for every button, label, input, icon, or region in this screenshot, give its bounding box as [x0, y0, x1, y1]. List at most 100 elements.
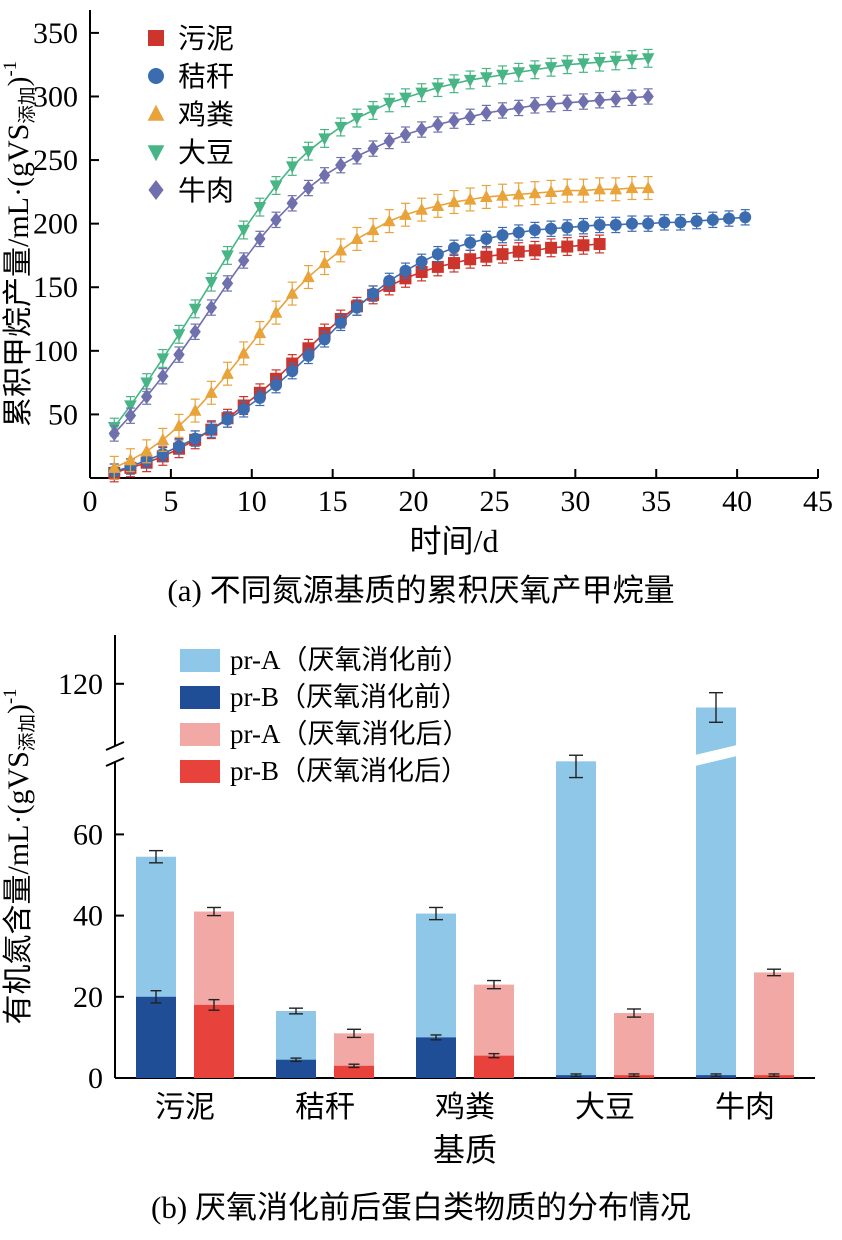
marker-triangle-down — [221, 250, 234, 263]
marker-triangle-down — [447, 78, 461, 91]
bar-prB — [474, 1055, 514, 1079]
marker-square — [561, 240, 574, 253]
marker-circle — [561, 221, 574, 234]
x-tick-label: 0 — [83, 485, 98, 518]
marker-triangle-up — [496, 188, 509, 201]
marker-square — [464, 253, 477, 266]
marker-diamond — [148, 180, 164, 200]
y-tick-label: 20 — [73, 981, 103, 1014]
marker-triangle-up — [528, 186, 542, 199]
marker-diamond — [254, 231, 266, 247]
marker-triangle-down — [480, 72, 493, 85]
marker-triangle-up — [431, 198, 445, 211]
y-axis-label: 有机氮含量/mL·(gVS添加)-1 — [0, 689, 38, 1025]
marker-triangle-down — [350, 112, 364, 125]
x-tick-label: 15 — [318, 485, 348, 518]
marker-triangle-down — [172, 329, 186, 342]
figure-a: 0 5 10 15 20 25 30 35 40 45 50 100 150 200 250 300 350 时间… — [0, 0, 842, 609]
marker-circle — [189, 432, 202, 445]
y-tick-label: 200 — [33, 208, 78, 241]
marker-triangle-up — [269, 305, 283, 318]
marker-circle — [221, 413, 234, 426]
caption-b: (b) 厌氧消化前后蛋白类物质的分布情况 — [151, 1190, 691, 1226]
marker-triangle-up — [560, 183, 574, 196]
marker-triangle-down — [512, 67, 526, 80]
series-1 — [108, 209, 752, 480]
marker-circle — [237, 403, 250, 416]
marker-circle — [318, 333, 331, 346]
marker-diamond — [189, 324, 201, 340]
marker-circle — [609, 218, 622, 231]
marker-circle — [148, 68, 164, 84]
marker-circle — [512, 226, 525, 239]
marker-triangle-down — [302, 146, 315, 159]
axes — [89, 10, 818, 479]
marker-triangle-up — [237, 346, 250, 359]
marker-triangle-down — [366, 105, 380, 118]
marker-square — [528, 244, 541, 257]
x-tick-label: 20 — [399, 485, 429, 518]
marker-square — [448, 257, 460, 270]
marker-triangle-up — [463, 192, 477, 205]
marker-triangle-down — [253, 202, 267, 215]
marker-square — [496, 248, 509, 261]
marker-triangle-down — [205, 277, 218, 290]
marker-triangle-up — [188, 403, 202, 416]
marker-triangle-down — [399, 92, 412, 105]
marker-circle — [496, 229, 509, 242]
marker-square — [577, 239, 590, 252]
x-tick-label: 45 — [803, 485, 833, 518]
legend-swatch — [180, 723, 220, 747]
marker-triangle-up — [625, 181, 639, 194]
marker-circle — [658, 216, 671, 229]
marker-triangle-up — [609, 182, 623, 195]
legend: pr-A（厌氧消化前） pr-B（厌氧消化前） pr-A（厌氧消化后） pr-B（厌氧… — [180, 645, 469, 786]
marker-circle — [723, 212, 736, 225]
marker-triangle-up — [334, 243, 348, 256]
marker-circle — [286, 365, 299, 378]
marker-circle — [399, 264, 412, 277]
marker-circle — [480, 232, 493, 245]
bar-group-1 — [276, 1007, 374, 1079]
marker-diamond — [367, 141, 379, 157]
marker-triangle-up — [447, 195, 461, 208]
marker-square — [480, 250, 493, 263]
marker-diamond — [140, 389, 153, 405]
marker-diamond — [545, 96, 557, 112]
bar-prB — [276, 1059, 316, 1079]
marker-triangle-down — [415, 87, 428, 100]
marker-circle — [415, 255, 428, 268]
marker-triangle-down — [285, 161, 299, 174]
marker-triangle-down — [269, 180, 283, 193]
marker-triangle-up — [156, 432, 170, 445]
marker-diamond — [626, 90, 638, 106]
y-tick-label: 0 — [88, 1062, 103, 1095]
marker-diamond — [448, 113, 460, 129]
bar-prA — [696, 707, 736, 1079]
y-axis-label: 累积甲烷产量/mL·(gVS添加)-1 — [0, 61, 38, 427]
marker-circle — [642, 217, 655, 230]
marker-triangle-up — [512, 187, 526, 200]
legend-label: pr-A（厌氧消化前） — [230, 645, 469, 675]
legend-label: 牛肉 — [178, 175, 234, 207]
marker-triangle-down — [188, 303, 202, 316]
marker-triangle-down — [156, 353, 170, 366]
axis-break-mark — [105, 757, 125, 768]
marker-diamond — [480, 105, 493, 121]
marker-circle — [674, 216, 687, 229]
marker-diamond — [237, 253, 250, 269]
y-tick-label: 150 — [33, 271, 78, 304]
marker-diamond — [318, 167, 331, 183]
marker-diamond — [593, 92, 606, 108]
marker-diamond — [173, 347, 185, 363]
marker-circle — [172, 440, 185, 453]
marker-triangle-up — [221, 366, 234, 379]
marker-diamond — [351, 148, 363, 164]
marker-diamond — [205, 300, 218, 316]
figure-b: 0 20 40 60 120 污泥 秸秆 鸡粪 大豆 牛肉 基质 有机氮含量/mL·(gVS添加)-1… — [0, 623, 842, 1226]
bar-group-2 — [416, 906, 514, 1079]
marker-triangle-down — [124, 400, 137, 413]
marker-triangle-up — [382, 214, 396, 227]
